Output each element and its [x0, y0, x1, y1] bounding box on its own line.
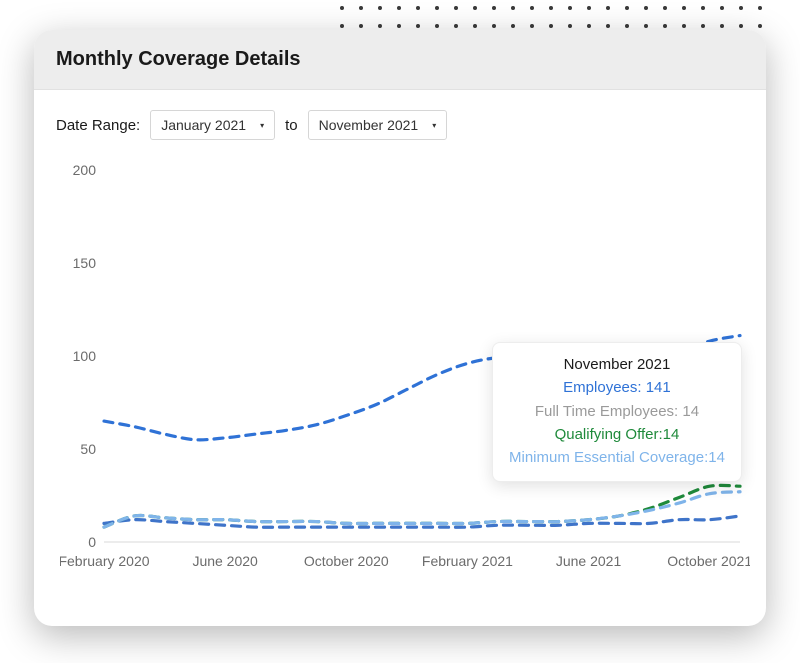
svg-text:October 2020: October 2020	[304, 553, 389, 569]
date-from-value: January 2021	[161, 117, 246, 133]
svg-text:June 2021: June 2021	[556, 553, 622, 569]
svg-text:150: 150	[73, 255, 97, 271]
svg-text:100: 100	[73, 348, 97, 364]
svg-text:February 2020: February 2020	[60, 553, 150, 569]
date-to-select[interactable]: November 2021 ▾	[308, 110, 448, 140]
date-to-value: November 2021	[319, 117, 419, 133]
svg-text:October 2021: October 2021	[667, 553, 750, 569]
svg-text:50: 50	[80, 441, 96, 457]
date-from-select[interactable]: January 2021 ▾	[150, 110, 275, 140]
coverage-chart: 0 50 100 150 200 February 2020 June 2020 Octobe…	[60, 150, 750, 590]
tooltip-row: Employees: 141	[509, 376, 725, 399]
coverage-card: Monthly Coverage Details Date Range: Jan…	[34, 30, 766, 626]
date-to-label: to	[285, 117, 298, 134]
svg-text:June 2020: June 2020	[192, 553, 258, 569]
tooltip-row: Minimum Essential Coverage:14	[509, 446, 725, 469]
card-title: Monthly Coverage Details	[56, 48, 744, 71]
chevron-down-icon: ▾	[260, 121, 264, 130]
tooltip-title: November 2021	[509, 353, 725, 376]
card-header: Monthly Coverage Details	[34, 30, 766, 90]
svg-text:February 2021: February 2021	[422, 553, 513, 569]
svg-text:200: 200	[73, 162, 97, 178]
chart-tooltip: November 2021Employees: 141Full Time Emp…	[492, 342, 742, 482]
chevron-down-icon: ▾	[432, 121, 436, 130]
svg-text:0: 0	[88, 534, 96, 550]
series-full-time-employees	[104, 516, 740, 527]
date-range-controls: Date Range: January 2021 ▾ to November 2…	[34, 90, 766, 150]
tooltip-row: Full Time Employees: 14	[509, 400, 725, 423]
date-range-label: Date Range:	[56, 117, 140, 134]
tooltip-row: Qualifying Offer:14	[509, 423, 725, 446]
